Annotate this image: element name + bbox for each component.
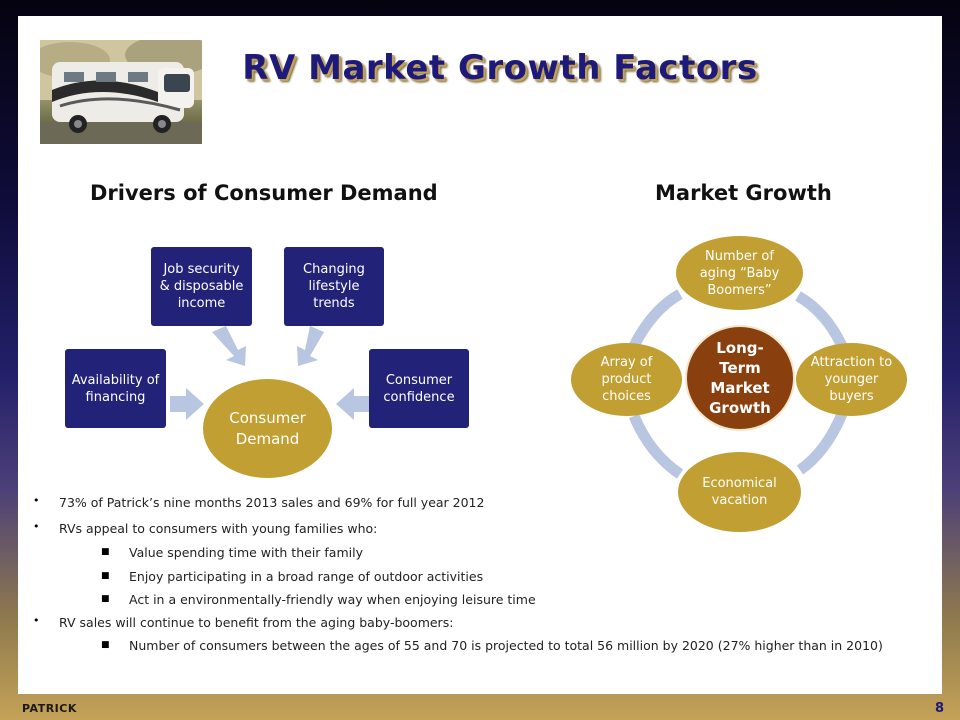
consumer-demand-oval: Consumer Demand — [203, 379, 332, 478]
driver-box-lifestyle: Changing lifestyle trends — [284, 247, 384, 326]
sub-bullet-outdoor-activities: Enjoy participating in a broad range of … — [129, 569, 484, 584]
long-term-growth-oval: Long-Term Market Growth — [685, 325, 795, 431]
sub-bullet-marker: ■ — [101, 594, 110, 604]
bullet-marker: • — [33, 494, 40, 507]
sub-bullet-population-projection: Number of consumers between the ages of … — [129, 638, 883, 653]
patrick-logo: PATRICK — [22, 702, 77, 715]
arrow-confidence — [336, 388, 370, 420]
bullet-baby-boomers: RV sales will continue to benefit from t… — [59, 615, 454, 630]
cycle-arc-bottom-right — [796, 411, 848, 475]
growth-node-product-choices: Array of product choices — [571, 343, 682, 416]
sub-bullet-marker: ■ — [101, 547, 110, 557]
sub-bullet-marker: ■ — [101, 640, 110, 650]
growth-node-younger-buyers: Attraction to younger buyers — [796, 343, 907, 416]
sub-bullet-marker: ■ — [101, 571, 110, 581]
slide-title: RV Market Growth Factors — [242, 48, 758, 88]
driver-box-financing: Availability of financing — [65, 349, 166, 428]
rv-photo — [40, 40, 202, 144]
cycle-arc-top-left — [629, 289, 683, 349]
cycle-arc-top-right — [795, 291, 847, 349]
bullet-marker: • — [33, 614, 40, 627]
driver-box-job-security: Job security & disposable income — [151, 247, 252, 326]
market-growth-heading: Market Growth — [655, 181, 832, 205]
bullet-marker: • — [33, 520, 40, 533]
growth-node-economical-vacation: Economical vacation — [678, 452, 801, 532]
arrow-lifestyle — [297, 326, 324, 366]
arrow-financing — [170, 388, 204, 420]
driver-box-confidence: Consumer confidence — [369, 349, 469, 428]
cycle-arc-bottom-left — [628, 413, 684, 479]
bullet-young-families: RVs appeal to consumers with young famil… — [59, 521, 378, 536]
sub-bullet-environment: Act in a environmentally-friendly way wh… — [129, 592, 536, 607]
page-number: 8 — [934, 701, 944, 716]
drivers-heading: Drivers of Consumer Demand — [90, 181, 438, 205]
bullet-sales-share: 73% of Patrick’s nine months 2013 sales … — [59, 495, 485, 510]
growth-node-baby-boomers: Number of aging “Baby Boomers” — [676, 236, 803, 310]
arrow-job-security — [212, 326, 246, 366]
rv-illustration — [40, 40, 202, 144]
sub-bullet-family-time: Value spending time with their family — [129, 545, 363, 560]
